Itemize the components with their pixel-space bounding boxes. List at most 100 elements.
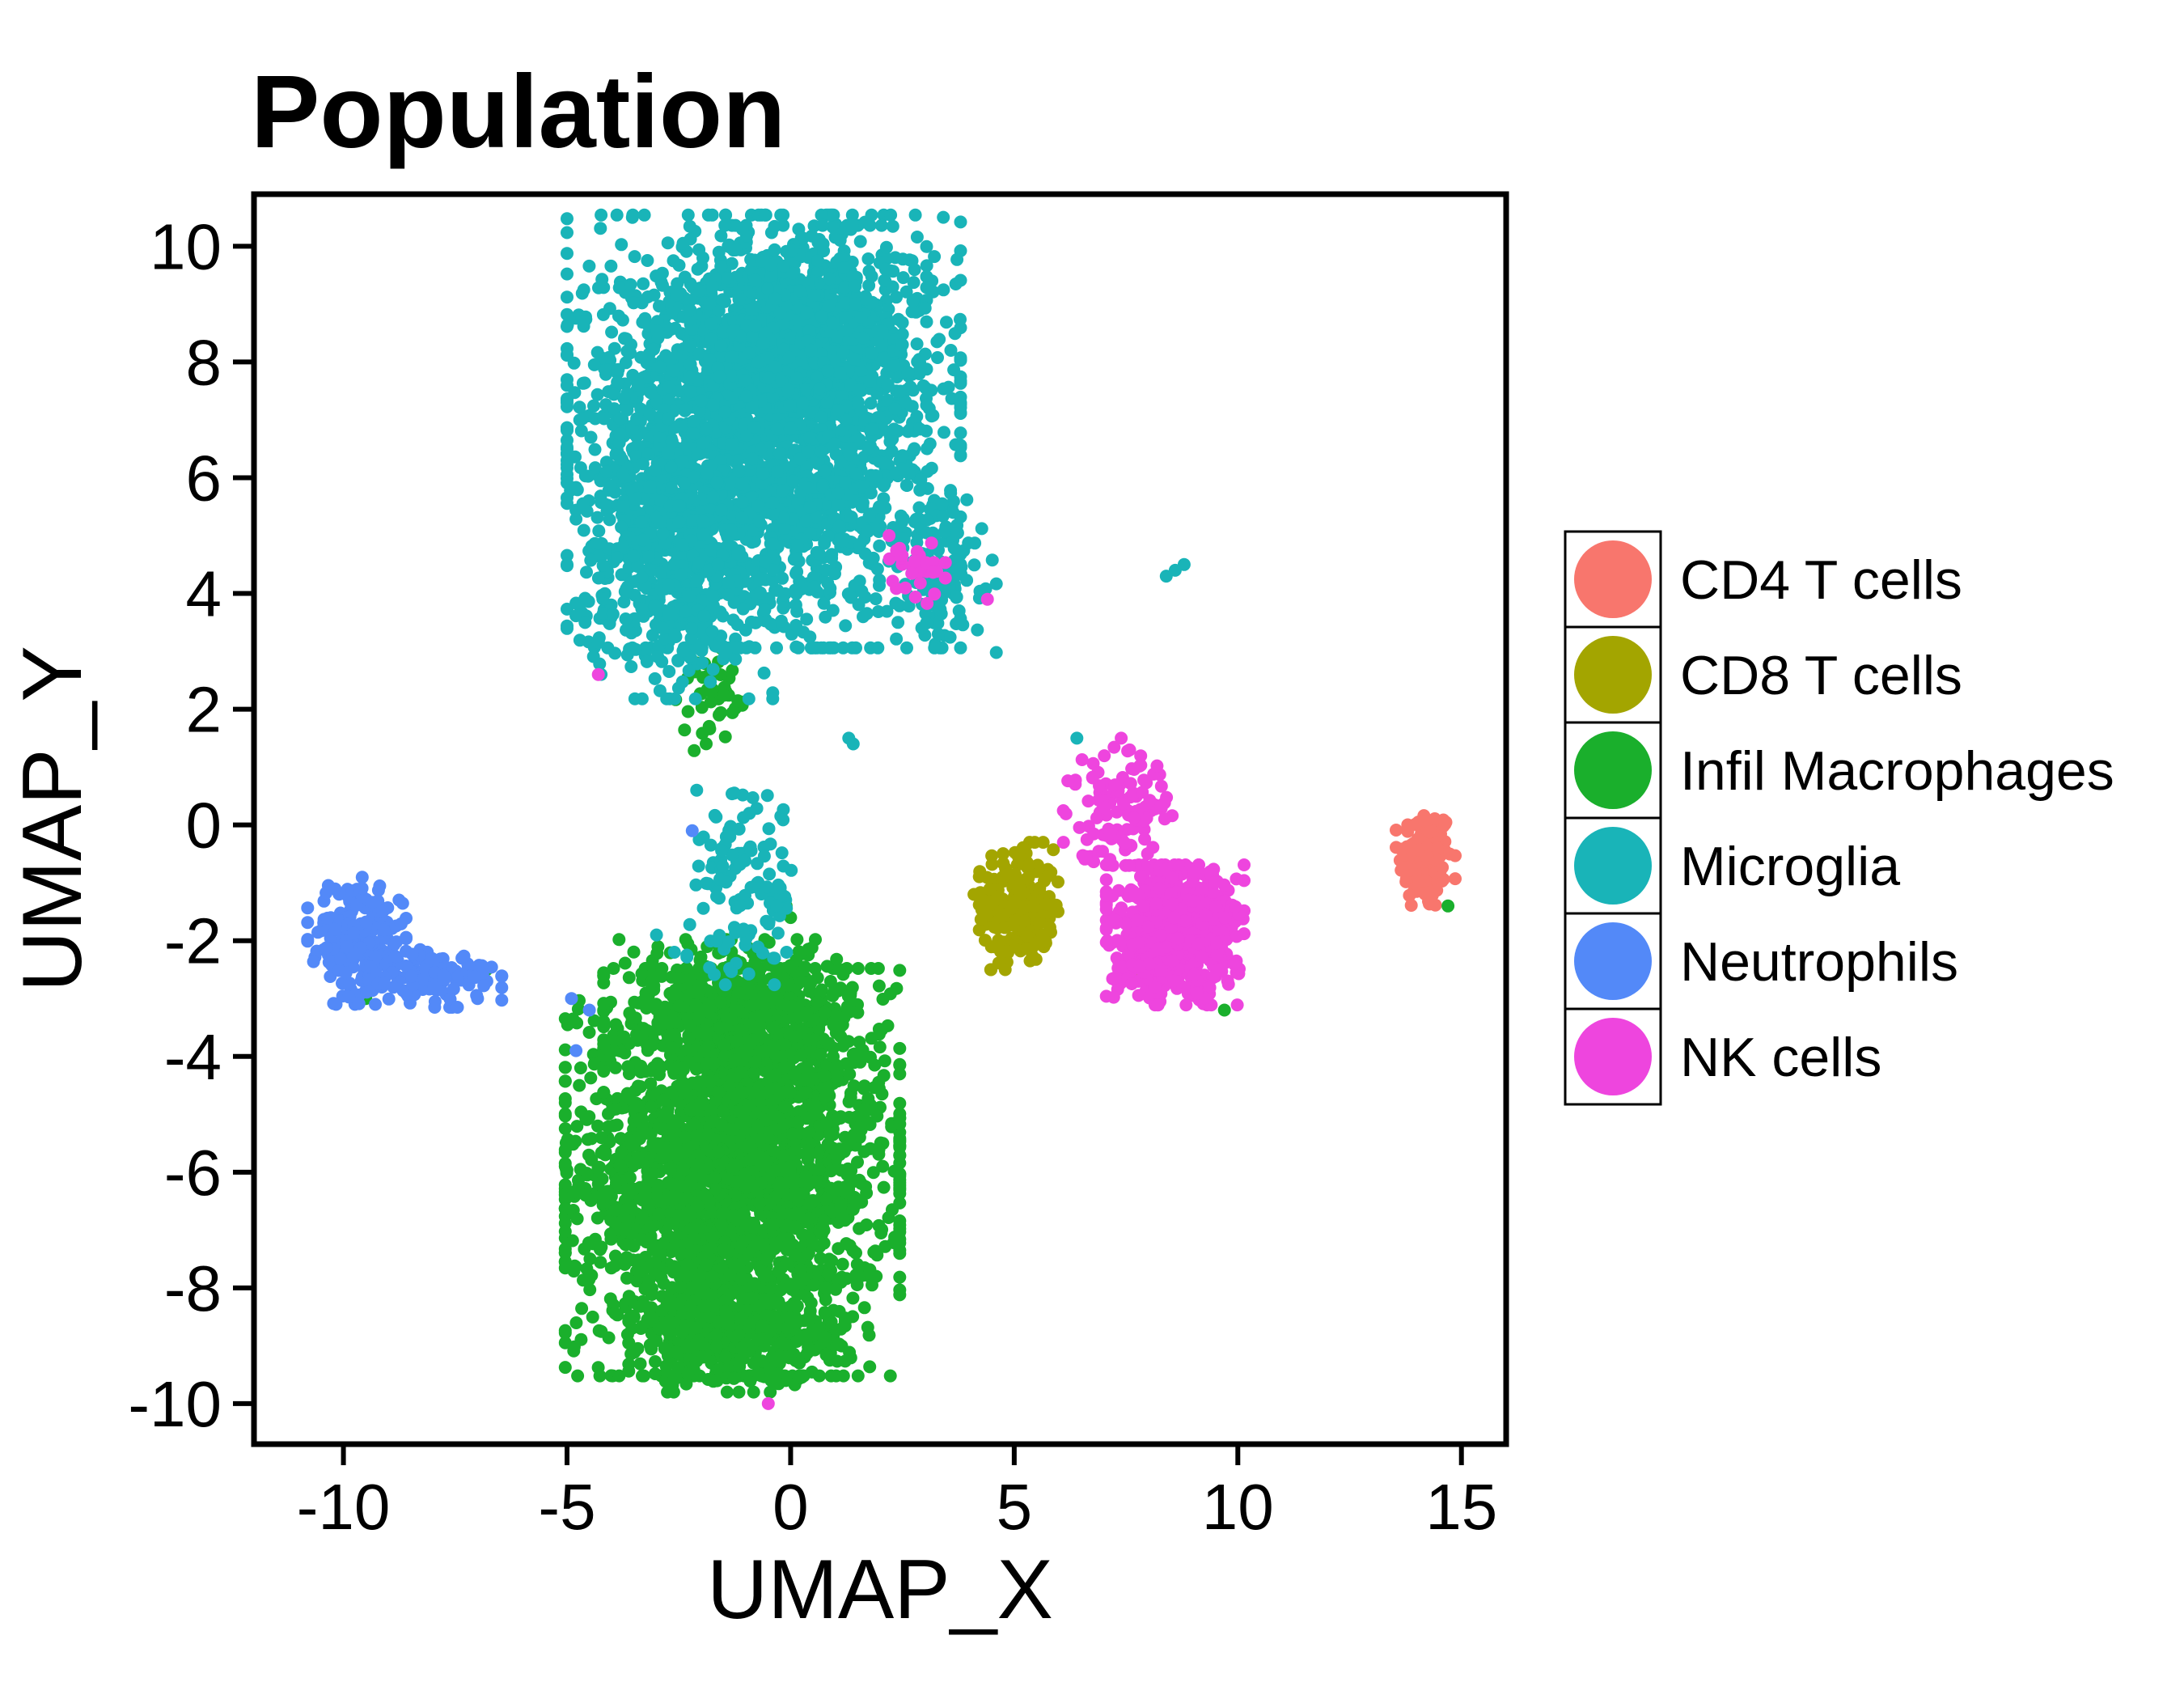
data-point	[862, 1328, 876, 1342]
data-point	[715, 1218, 729, 1231]
data-point	[1412, 843, 1425, 857]
data-point	[623, 1171, 637, 1184]
data-point	[688, 744, 701, 757]
data-point	[692, 1011, 706, 1025]
data-point	[713, 708, 726, 722]
data-point	[558, 1246, 572, 1260]
data-point	[988, 920, 1001, 934]
data-point	[558, 1012, 572, 1026]
data-point	[617, 1030, 631, 1044]
data-point	[931, 351, 944, 364]
data-point	[590, 1211, 604, 1225]
data-point	[820, 1116, 833, 1130]
data-point	[866, 1166, 880, 1180]
data-point	[840, 1168, 854, 1181]
data-point	[817, 1236, 831, 1250]
data-point	[658, 1341, 671, 1355]
data-point	[575, 1302, 589, 1316]
data-point	[846, 1291, 860, 1305]
data-point	[872, 1218, 886, 1232]
data-point	[558, 1324, 572, 1337]
data-point	[635, 1232, 649, 1246]
data-point	[609, 1018, 623, 1032]
data-point	[767, 1040, 781, 1054]
data-point	[635, 1212, 649, 1226]
data-point	[691, 1157, 705, 1171]
data-point	[785, 1277, 799, 1291]
data-point	[655, 969, 668, 983]
data-point	[716, 1104, 730, 1118]
data-point	[682, 1032, 696, 1046]
data-point	[1021, 930, 1035, 943]
data-point	[649, 1355, 662, 1368]
data-point	[612, 933, 626, 947]
data-point	[846, 1048, 860, 1061]
data-point	[558, 1109, 572, 1123]
data-point	[580, 1167, 594, 1180]
data-point	[604, 1232, 618, 1246]
data-point	[1428, 898, 1442, 912]
data-point	[558, 1061, 572, 1074]
data-point	[620, 1183, 633, 1197]
data-point	[566, 1138, 580, 1151]
data-point	[640, 1261, 654, 1274]
data-point	[780, 1176, 794, 1190]
data-point	[709, 1328, 723, 1342]
data-point	[620, 1271, 633, 1285]
data-point	[760, 1113, 773, 1127]
data-point	[799, 1169, 813, 1183]
data-point	[645, 1287, 658, 1301]
data-point	[802, 1033, 816, 1047]
data-point	[651, 1178, 665, 1192]
data-point	[937, 210, 950, 224]
data-point	[588, 1232, 602, 1246]
data-point	[732, 1385, 746, 1399]
data-point	[700, 1258, 713, 1272]
data-point	[596, 1188, 609, 1201]
data-point	[702, 1128, 716, 1142]
data-point	[798, 1086, 812, 1099]
data-point	[1428, 812, 1441, 825]
data-point	[769, 1235, 783, 1249]
data-point	[893, 1218, 907, 1232]
data-point	[725, 1287, 739, 1301]
data-point	[1438, 817, 1452, 831]
data-point	[804, 1296, 818, 1310]
data-point	[681, 705, 695, 718]
data-point	[703, 722, 717, 735]
data-point	[992, 956, 1005, 970]
data-point	[747, 1277, 761, 1290]
data-point	[793, 1356, 806, 1370]
data-point	[754, 1133, 767, 1146]
data-point	[988, 893, 1001, 907]
data-point	[674, 1247, 688, 1260]
data-point	[676, 1163, 690, 1176]
data-point	[819, 1330, 832, 1344]
data-point	[838, 1214, 852, 1227]
data-point	[558, 1043, 572, 1057]
data-point	[822, 1081, 835, 1095]
data-point	[863, 1263, 877, 1277]
data-point	[794, 1126, 807, 1140]
data-point	[621, 1060, 635, 1074]
data-point	[883, 1369, 897, 1383]
data-point	[1035, 928, 1049, 942]
data-point	[654, 1122, 668, 1136]
data-point	[579, 1111, 593, 1125]
data-point	[701, 1373, 715, 1386]
data-point	[601, 1120, 615, 1133]
data-point	[795, 1187, 809, 1200]
data-point	[667, 1265, 680, 1279]
data-point	[1016, 841, 1030, 854]
data-point	[705, 1115, 719, 1129]
data-point	[661, 236, 675, 250]
data-point	[567, 1344, 581, 1358]
data-point	[811, 995, 824, 1009]
data-point	[823, 975, 837, 988]
data-point	[800, 1006, 814, 1019]
data-point	[636, 1369, 649, 1383]
data-point	[840, 1237, 853, 1251]
data-point	[732, 1258, 746, 1272]
data-point	[790, 933, 804, 947]
data-point	[938, 426, 950, 439]
